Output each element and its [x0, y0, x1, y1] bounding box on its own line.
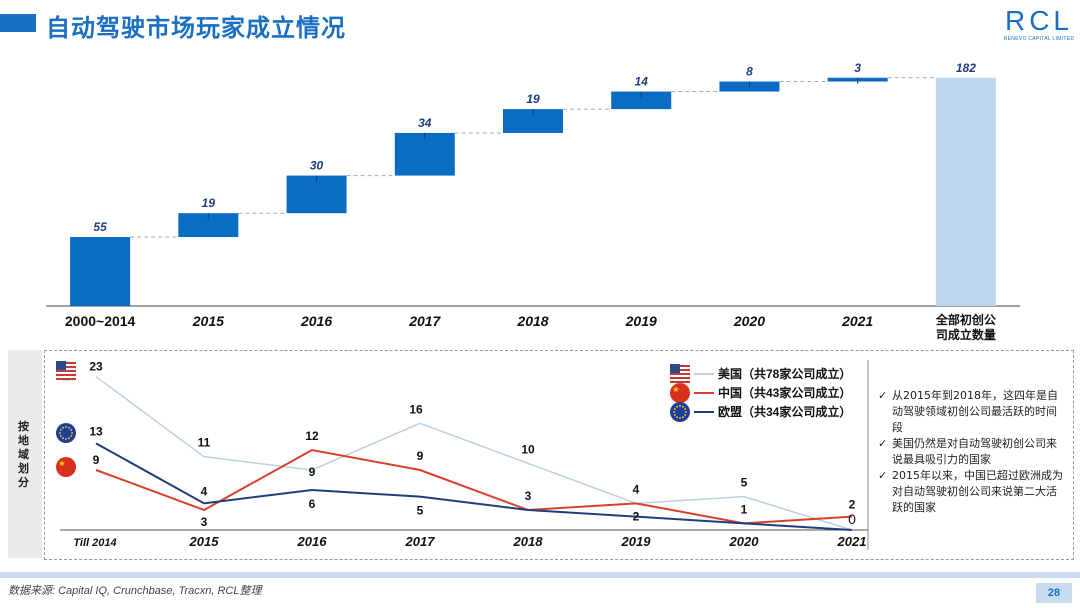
data-label: 11	[198, 436, 211, 450]
category-label: 2015	[189, 534, 220, 549]
data-label: 23	[89, 360, 103, 374]
data-label: 34	[418, 116, 432, 130]
category-label: 2016	[300, 313, 332, 329]
logo-wordmark: RCL	[1004, 5, 1073, 36]
data-label: 2	[849, 498, 856, 512]
category-label: 2015	[192, 313, 224, 329]
china-flag-icon: ★	[670, 383, 690, 403]
category-label: 2018	[513, 534, 544, 549]
data-label: 14	[635, 75, 649, 89]
page-title: 自动驾驶市场玩家成立情况	[46, 14, 346, 42]
category-label: 2021	[841, 313, 873, 329]
data-label: 2	[633, 510, 640, 524]
data-label: 4	[201, 484, 208, 498]
data-label: 30	[310, 159, 324, 173]
category-label: 2017	[408, 313, 441, 329]
eu-flag-icon	[56, 423, 76, 443]
region-panel	[44, 350, 1074, 560]
insight-item: ✓ 2015年以来，中国已超过欧洲成为对自动驾驶初创公司来说第二大活跃的国家	[878, 469, 1063, 514]
data-source: 数据来源: Capital IQ, Crunchbase, Tracxn, RC…	[8, 585, 262, 597]
insight-item: ✓ 从2015年到2018年，这四年是自动驾驶领域初创公司最活跃的时间段	[878, 389, 1058, 434]
data-label: 0	[848, 511, 856, 527]
category-label: 2020	[733, 313, 765, 329]
company-logo: RCL RENEVO CAPITAL LIMITED	[1000, 5, 1078, 43]
check-icon: ✓	[878, 389, 888, 402]
data-label: 9	[309, 465, 316, 479]
category-label: 2018	[516, 313, 548, 329]
category-label: 2016	[297, 534, 328, 549]
data-label: 6	[309, 497, 316, 511]
data-label: 16	[409, 402, 423, 416]
data-label: 3	[201, 515, 208, 529]
category-label: 2019	[621, 534, 652, 549]
data-label: 8	[746, 65, 753, 79]
series-line-china	[95, 448, 853, 525]
page-number: 28	[1036, 583, 1072, 603]
insight-item: ✓ 美国仍然是对自动驾驶初创公司来说最具吸引力的国家	[878, 437, 1057, 466]
logo-tagline: RENEVO CAPITAL LIMITED	[1003, 36, 1075, 42]
check-icon: ✓	[878, 469, 888, 482]
bar	[178, 213, 239, 238]
data-label: 55	[93, 220, 107, 234]
svg-text:★: ★	[58, 459, 65, 468]
data-label: 5	[417, 504, 424, 518]
series-line-europe	[95, 442, 853, 531]
data-label: 9	[417, 449, 424, 463]
series-line-usa	[95, 376, 853, 531]
svg-text:★: ★	[672, 385, 679, 394]
bar	[611, 91, 672, 110]
title-accent-bar	[0, 14, 36, 32]
bar	[286, 175, 347, 214]
bar	[503, 109, 563, 133]
usa-flag-icon	[669, 363, 691, 385]
data-label: 1	[741, 502, 748, 516]
bar	[70, 237, 131, 306]
legend-label: 欧盟（共34家公司成立）	[718, 404, 851, 419]
category-label: 2017	[405, 534, 436, 549]
category-label: 2020	[729, 534, 760, 549]
data-label: 3	[854, 61, 861, 75]
bar	[394, 132, 455, 176]
check-icon: ✓	[878, 437, 888, 450]
category-label: 2000~2014	[65, 313, 136, 329]
legend-label: 美国（共78家公司成立）	[718, 366, 851, 381]
data-label: 19	[526, 92, 540, 106]
data-label: 5	[741, 476, 748, 490]
data-label: 13	[89, 424, 103, 438]
data-label: 10	[521, 442, 535, 456]
data-label: 9	[93, 453, 100, 467]
data-label: 12	[305, 429, 319, 443]
data-label: 182	[956, 61, 976, 75]
category-label: 2021	[837, 534, 867, 549]
category-label: 全部初创公	[935, 312, 996, 327]
china-flag-icon: ★	[56, 457, 76, 477]
side-strip	[8, 350, 42, 558]
insights-list: ✓ 从2015年到2018年，这四年是自动驾驶领域初创公司最活跃的时间段 ✓ 美国仍…	[878, 388, 1066, 516]
category-label: 2019	[625, 313, 657, 329]
category-label: Till 2014	[73, 537, 116, 549]
data-label: 4	[633, 482, 640, 496]
legend-label: 中国（共43家公司成立）	[718, 385, 851, 400]
eu-flag-icon	[670, 402, 690, 422]
waterfall-chart: 55 2000~2014 19 2015 30 2016 34 2017 19 2018 14 201…	[46, 61, 1020, 342]
data-label: 19	[202, 196, 216, 210]
footer-band	[0, 572, 1080, 578]
region-label: 按地域划分	[18, 420, 29, 489]
usa-flag-icon	[55, 360, 77, 382]
data-label: 3	[525, 489, 532, 503]
total-bar	[935, 77, 996, 306]
category-label: 司成立数量	[936, 327, 996, 342]
